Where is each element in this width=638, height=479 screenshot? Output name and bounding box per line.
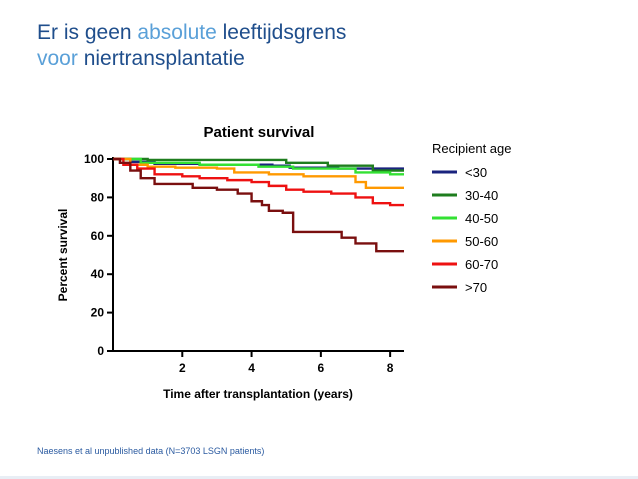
legend-label: 60-70: [465, 257, 498, 272]
title-part: absolute: [137, 21, 223, 44]
x-tick-label: 6: [318, 361, 325, 375]
legend-label: <30: [465, 165, 487, 180]
y-tick-label: 100: [84, 152, 104, 166]
legend-label: 30-40: [465, 188, 498, 203]
title-part: geen: [84, 21, 138, 44]
title-part: voor: [37, 47, 84, 70]
chart-title: Patient survival: [204, 124, 315, 141]
legend-label: 50-60: [465, 234, 498, 249]
x-tick-label: 8: [387, 361, 394, 375]
y-tick-label: 60: [91, 229, 105, 243]
x-tick-label: 2: [179, 361, 186, 375]
plot-area: 0 20 40 60 80 100 2 4 6 8: [84, 152, 404, 375]
bottom-rule: [0, 476, 638, 479]
series-line-50-60: [113, 157, 404, 189]
y-tick-label: 20: [91, 306, 105, 320]
series-line-40-50: [113, 157, 404, 176]
slide-title: Er is geen absolute leeftijdsgrens voor …: [37, 20, 346, 72]
x-axis-title: Time after transplantation (years): [163, 387, 353, 401]
series-line-60-70: [113, 157, 404, 207]
y-tick-label: 40: [91, 267, 105, 281]
y-axis-title: Percent survival: [56, 209, 70, 302]
footnote: Naesens et al unpublished data (N=3703 L…: [37, 446, 265, 456]
title-part: niertransplantatie: [83, 47, 245, 70]
y-tick-label: 0: [97, 344, 104, 358]
legend-label: >70: [465, 280, 487, 295]
series-line-30-40: [113, 157, 404, 172]
series-line-gt70: [113, 157, 404, 253]
legend: <30 30-40 40-50 50-60 60-70 >70: [432, 165, 498, 295]
title-part: leeftijdsgrens: [222, 21, 347, 44]
x-tick-label: 4: [248, 361, 255, 375]
title-part: Er is: [37, 21, 85, 44]
legend-title: Recipient age: [432, 141, 512, 156]
legend-label: 40-50: [465, 211, 498, 226]
y-tick-label: 80: [91, 190, 105, 204]
